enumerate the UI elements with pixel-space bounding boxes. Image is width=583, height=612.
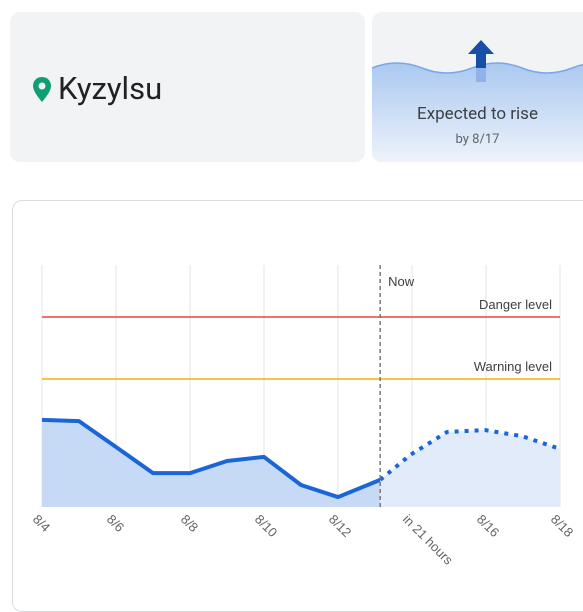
threshold-label: Danger level — [479, 297, 552, 312]
page: {"location": {"name": "Kyzylsu"}, "forec… — [0, 0, 583, 601]
x-tick-label: 8/10 — [252, 512, 281, 541]
x-tick-label: 8/12 — [326, 512, 355, 541]
x-tick-label: 8/18 — [548, 512, 577, 541]
x-tick-label: 8/16 — [474, 512, 503, 541]
threshold-label: Warning level — [474, 359, 552, 374]
chart: 8/4 8/6 8/8 8/10 8/12 in 21 hours 8/16 8/18 Dang… — [0, 0, 583, 601]
now-label: Now — [388, 274, 415, 289]
x-tick-label: in 21 hours — [400, 512, 456, 568]
x-tick-label: 8/4 — [30, 512, 53, 535]
x-tick-label: 8/8 — [178, 512, 201, 535]
x-tick-label: 8/6 — [104, 512, 127, 535]
